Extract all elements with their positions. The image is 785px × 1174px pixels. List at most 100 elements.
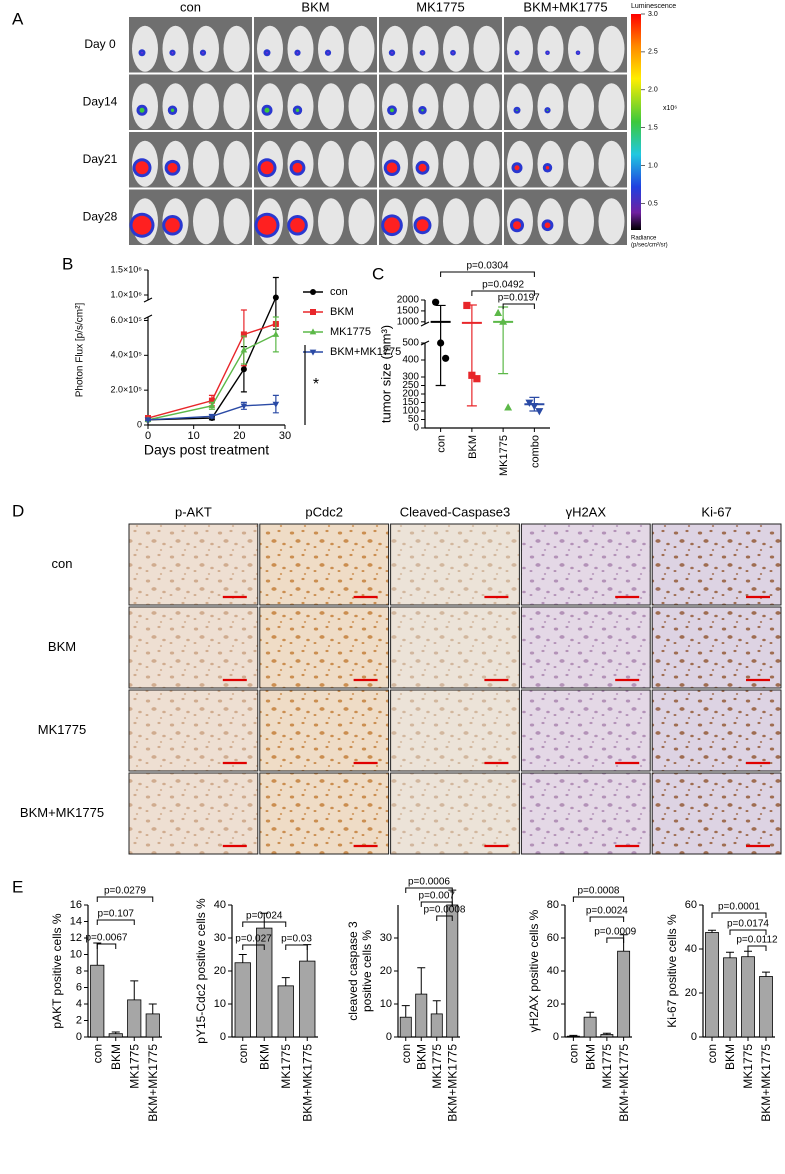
error-bar <box>466 304 477 407</box>
p-value: p=0.0008 <box>424 905 466 916</box>
series-line <box>147 297 277 421</box>
marker <box>240 331 247 338</box>
mouse <box>568 25 594 72</box>
y-tick-label: 40 <box>547 965 559 977</box>
signal-inner <box>546 109 549 112</box>
ihc-image <box>651 689 782 772</box>
error-bar <box>281 977 290 986</box>
marker <box>272 330 280 337</box>
mouse <box>287 25 314 72</box>
error-bar <box>708 929 716 933</box>
ihc-column-header: pCdc2 <box>305 504 343 519</box>
y-tick-label: 20 <box>685 987 697 999</box>
significance-bracket <box>96 943 117 949</box>
ihc-image <box>128 772 259 855</box>
mouse <box>598 83 625 130</box>
error-bar <box>401 1005 410 1018</box>
mouse <box>537 83 564 130</box>
image-row-label: Day14 <box>83 94 118 108</box>
mouse <box>443 25 469 72</box>
mouse <box>443 198 469 245</box>
signal-inner <box>327 51 329 54</box>
signal-inner <box>296 51 299 54</box>
mouse <box>318 140 344 187</box>
x-tick-label: con <box>567 1044 581 1063</box>
signal-inner <box>384 217 400 234</box>
signal-inner <box>260 161 274 175</box>
x-tick-label: con <box>705 1044 719 1063</box>
y-tick-label: 2000 <box>397 295 420 306</box>
marker <box>432 298 440 306</box>
signal-inner <box>514 165 520 171</box>
y-tick-label: 250 <box>402 380 419 391</box>
mouse <box>568 83 594 130</box>
bar <box>399 1016 412 1038</box>
marker <box>442 354 450 362</box>
x-tick-label: BKM+MK1775 <box>146 1044 160 1122</box>
error-bar <box>238 954 247 963</box>
error-bar <box>111 1031 120 1034</box>
mouse <box>382 83 408 130</box>
bar <box>415 993 428 1038</box>
mouse <box>348 25 375 72</box>
significance-mark: * <box>313 376 319 393</box>
mouse <box>287 83 314 130</box>
bar <box>90 964 105 1038</box>
p-value: p=0.0001 <box>718 902 760 913</box>
x-tick-label: BKM <box>257 1044 271 1070</box>
signal-inner <box>141 51 143 54</box>
y-tick-label: 14 <box>70 915 82 927</box>
y-axis-label: Ki-67 positive cells % <box>665 914 679 1028</box>
mouse <box>193 25 219 72</box>
bar <box>446 904 459 1038</box>
significance-bracket <box>242 944 265 950</box>
mouse <box>223 198 250 245</box>
signal-inner <box>266 51 268 54</box>
error-bar <box>432 1000 441 1014</box>
ihc-image <box>390 523 520 606</box>
signal-inner <box>418 163 427 172</box>
error-bar <box>726 951 734 958</box>
y-tick-label: 16 <box>70 899 82 911</box>
marker <box>309 349 317 356</box>
p-value: p=0.0008 <box>578 886 620 897</box>
mouse <box>193 140 219 187</box>
legend-label: BKM+MK1775 <box>330 346 401 358</box>
mouse <box>318 83 344 130</box>
colorbar-multiplier: x10⁶ <box>663 105 677 112</box>
ihc-image <box>128 523 259 606</box>
colorbar-unit: Radiance <box>631 236 657 242</box>
signal-inner <box>202 51 204 54</box>
marker <box>473 375 481 383</box>
mouse <box>473 25 500 72</box>
y-axis-label: pY15-Cdc2 positive cells % <box>194 898 208 1044</box>
y-tick-label: 400 <box>402 355 419 366</box>
x-tick-label: BKM <box>583 1044 597 1070</box>
x-tick-label: MK1775 <box>127 1044 141 1089</box>
x-tick-label: BKM <box>467 435 479 459</box>
colorbar <box>631 14 641 230</box>
ihc-column-header: Ki-67 <box>701 504 731 519</box>
y-tick-label: 40 <box>685 943 697 955</box>
signal-inner <box>544 222 551 229</box>
axis-break <box>420 321 430 327</box>
mouse <box>348 83 375 130</box>
y-tick-label: 0 <box>691 1031 697 1043</box>
significance-bracket <box>711 912 767 918</box>
x-tick-label: con <box>399 1044 413 1063</box>
p-value: p=0.0197 <box>498 293 540 304</box>
x-tick-label: MK1775 <box>741 1044 755 1089</box>
image-row-label: Day 0 <box>84 37 116 51</box>
series-line <box>147 403 276 421</box>
mouse <box>568 140 594 187</box>
mouse <box>223 140 250 187</box>
error-bar <box>498 306 509 375</box>
mouse <box>162 25 189 72</box>
error-bar <box>130 980 139 1000</box>
marker <box>310 309 316 315</box>
axis-break <box>143 314 153 320</box>
mouse <box>473 198 500 245</box>
ihc-image <box>520 689 651 772</box>
y-tick-label: 8 <box>76 965 82 977</box>
